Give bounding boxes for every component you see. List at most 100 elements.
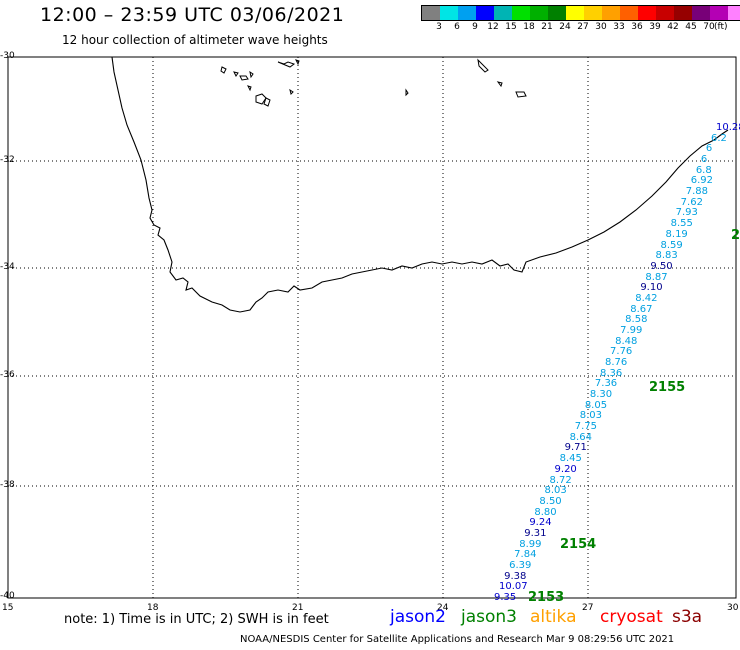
time-mark-label: 2153	[528, 590, 565, 605]
colorbar-swatch	[566, 6, 584, 20]
latitude-label: -36	[0, 370, 15, 380]
colorbar-unit: (ft)	[714, 22, 728, 32]
wave-height-label: 8.50	[539, 495, 562, 507]
islands	[220, 58, 527, 107]
wave-height-label: 9.38	[504, 570, 527, 582]
map-subtitle: 12 hour collection of altimeter wave hei…	[62, 33, 328, 47]
wave-height-label: 7.93	[675, 207, 698, 219]
colorbar-label: 12	[487, 22, 499, 32]
wave-height-label: 8.42	[635, 292, 658, 304]
longitude-label: 18	[147, 603, 159, 613]
latitude-label: -30	[0, 51, 15, 61]
wave-height-label: 8.55	[670, 218, 693, 230]
colorbar-label: 42	[667, 22, 679, 32]
wave-height-label: 8.19	[665, 228, 688, 240]
wave-height-label: 8.03	[579, 410, 603, 422]
longitude-label: 24	[437, 603, 449, 613]
wave-height-colorbar	[421, 5, 740, 21]
colorbar-swatch	[620, 6, 638, 20]
coastline	[111, 56, 729, 313]
colorbar-swatch	[656, 6, 674, 20]
wave-height-label: 8.64	[569, 431, 592, 443]
colorbar-label: 15	[505, 22, 517, 32]
colorbar-label: 70	[703, 22, 715, 32]
wave-height-label: 8.30	[589, 389, 613, 401]
colorbar-swatch	[476, 6, 494, 20]
wave-height-label: 8.72	[549, 474, 572, 486]
longitude-label: 27	[582, 603, 594, 613]
colorbar-label: 21	[541, 22, 553, 32]
colorbar-label: 36	[631, 22, 643, 32]
wave-height-label: 7.84	[514, 549, 537, 561]
colorbar-label: 27	[577, 22, 589, 32]
satellite-legend-altika: altika	[530, 607, 577, 627]
wave-height-label: 8.76	[605, 357, 628, 368]
map-frame	[7, 56, 737, 599]
colorbar-swatch	[638, 6, 656, 20]
wave-height-label: 7.99	[620, 324, 643, 336]
time-mark-label: 2155	[649, 380, 686, 395]
colorbar-swatch	[494, 6, 512, 20]
latitude-label: -40	[0, 591, 15, 601]
wave-height-label: 10.28	[716, 122, 740, 133]
colorbar-swatch	[728, 6, 740, 20]
wave-height-label: 6.2	[710, 132, 727, 144]
wave-height-label: 8.99	[519, 538, 542, 550]
colorbar-swatch	[674, 6, 692, 20]
satellite-legend-cryosat: cryosat	[600, 607, 663, 627]
wave-height-label: 8.58	[625, 314, 648, 326]
wave-height-label: 7.76	[610, 346, 633, 358]
colorbar-label: 24	[559, 22, 571, 32]
wave-height-label: 9.31	[524, 527, 547, 539]
wave-height-label: 7.62	[680, 196, 703, 208]
colorbar-swatch	[512, 6, 530, 20]
wave-height-label: 9.20	[554, 463, 577, 475]
wave-height-label: 7.36	[594, 378, 618, 390]
latitude-label: -34	[0, 262, 15, 272]
colorbar-label: 9	[472, 22, 478, 32]
wave-height-label: 8.03	[544, 485, 567, 497]
satellite-legend-jason2: jason2	[390, 607, 446, 627]
satellite-legend-s3a: s3a	[672, 607, 703, 627]
colorbar-swatch	[584, 6, 602, 20]
colorbar-swatch	[602, 6, 620, 20]
gridlines	[8, 57, 736, 598]
colorbar-swatch	[458, 6, 476, 20]
colorbar-label: 45	[685, 22, 697, 32]
wave-height-label: 8.59	[660, 239, 683, 251]
colorbar-swatch	[440, 6, 458, 20]
latitude-label: -38	[0, 480, 15, 490]
wave-height-label: 9.24	[529, 517, 552, 529]
colorbar-label: 30	[595, 22, 607, 32]
latitude-label: -32	[0, 155, 15, 165]
wave-height-label: 10.07	[499, 581, 528, 593]
colorbar-label: 33	[613, 22, 625, 32]
wave-height-label: 9.35	[494, 592, 517, 603]
colorbar-label: 3	[436, 22, 442, 32]
wave-height-label: 8.05	[584, 399, 608, 411]
wave-height-label: 6.8	[695, 164, 712, 176]
colorbar-swatch	[422, 6, 440, 20]
longitude-label: 21	[292, 603, 304, 613]
wave-height-label: 8.48	[615, 335, 638, 347]
colorbar-label: 39	[649, 22, 661, 32]
longitude-label: 15	[2, 603, 14, 613]
colorbar-swatch	[692, 6, 710, 20]
colorbar-swatch	[710, 6, 728, 20]
credit-line: NOAA/NESDIS Center for Satellite Applica…	[240, 634, 675, 645]
colorbar-swatch	[530, 6, 548, 20]
wave-height-label: 9.71	[564, 442, 587, 454]
wave-height-label: 8.83	[655, 250, 678, 262]
wave-height-label: 8.36	[599, 367, 623, 379]
wave-height-label: 8.87	[645, 271, 668, 283]
time-mark-label: 2154	[560, 537, 597, 552]
colorbar-label: 18	[523, 22, 535, 32]
wave-height-label: 8.80	[534, 506, 557, 518]
map-title: 12:00 – 23:59 UTC 03/06/2021	[40, 4, 345, 26]
colorbar-label: 6	[454, 22, 460, 32]
wave-height-label: 6.39	[509, 559, 532, 571]
wave-height-label: 7.75	[574, 421, 597, 433]
wave-height-label: 6	[705, 143, 713, 155]
colorbar-swatch	[548, 6, 566, 20]
wave-height-label: 8.67	[630, 303, 653, 315]
